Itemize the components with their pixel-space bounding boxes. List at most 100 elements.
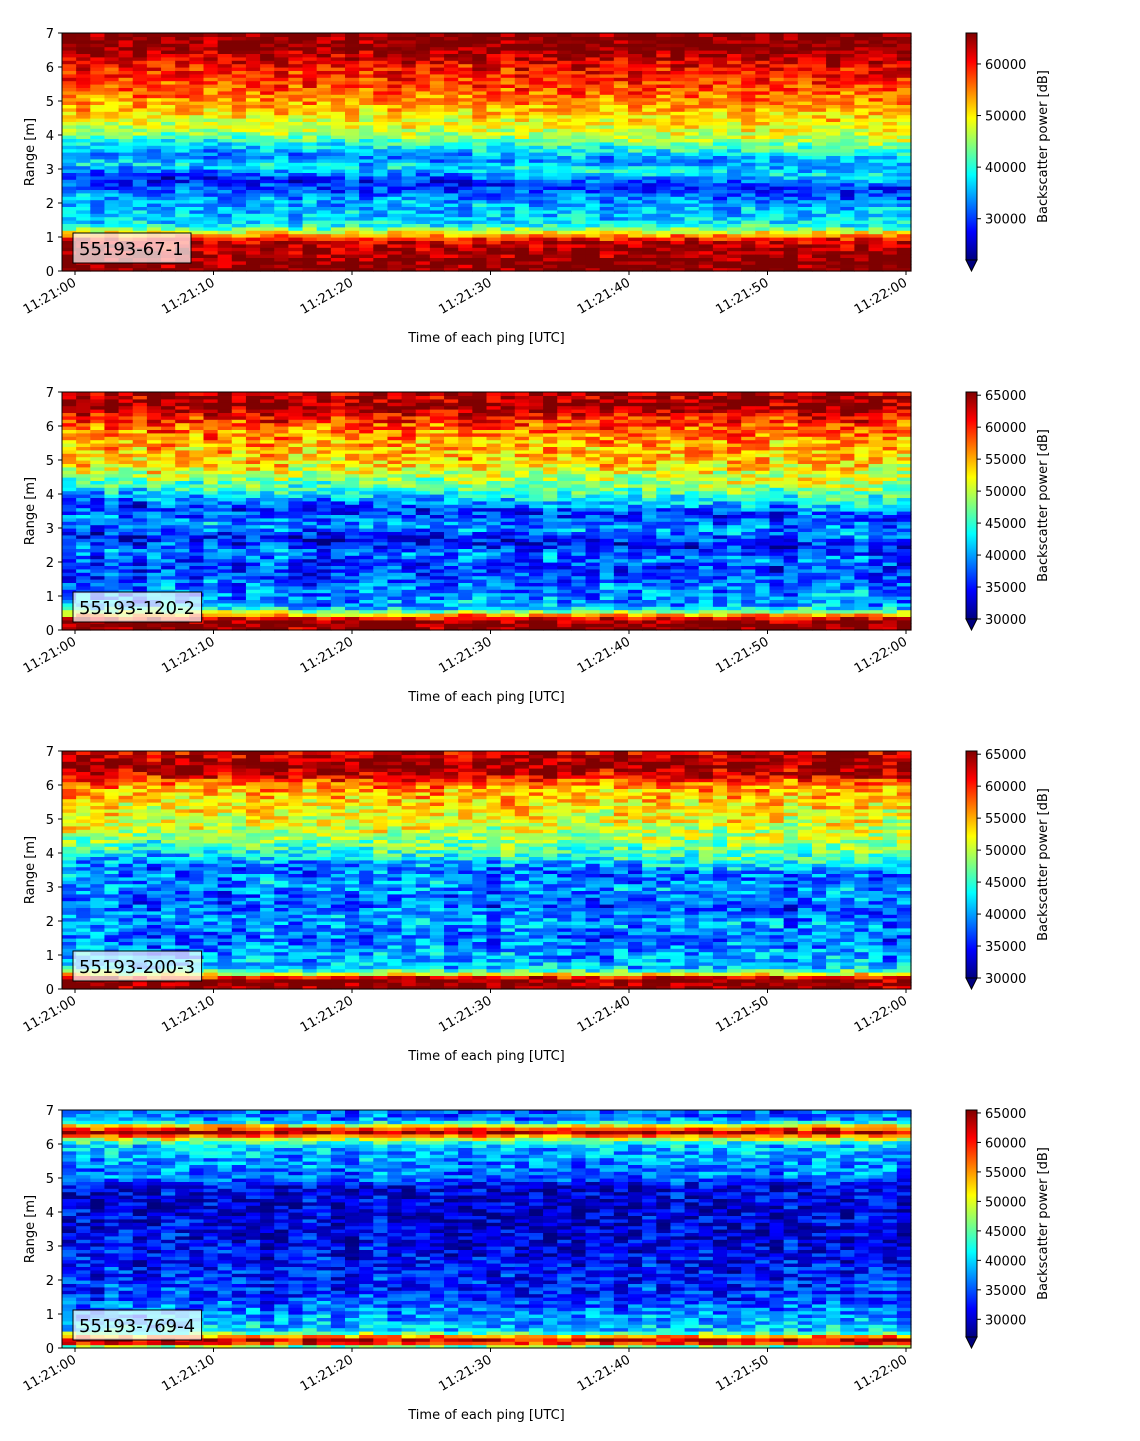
heatmap-cell — [770, 33, 785, 37]
heatmap-cell — [812, 264, 827, 268]
heatmap-cell — [444, 264, 459, 268]
heatmap-cell — [246, 149, 261, 153]
heatmap-cell — [119, 142, 134, 146]
heatmap-cell — [76, 159, 91, 163]
heatmap-cell — [586, 33, 601, 37]
heatmap-cell — [543, 183, 558, 187]
heatmap-cell — [543, 217, 558, 221]
heatmap-cell — [430, 142, 445, 146]
heatmap-cell — [331, 159, 346, 163]
heatmap-cell — [685, 210, 700, 214]
heatmap-cell — [274, 33, 289, 37]
heatmap-cell — [628, 200, 643, 204]
heatmap-cell — [430, 183, 445, 187]
heatmap-cell — [840, 244, 855, 248]
heatmap-cell — [501, 193, 516, 197]
heatmap-cell — [430, 210, 445, 214]
heatmap-cell — [656, 176, 671, 180]
heatmap-cell — [529, 227, 544, 231]
heatmap-cell — [204, 227, 219, 231]
heatmap-cell — [232, 217, 247, 221]
heatmap-cell — [161, 159, 176, 163]
heatmap-cell — [798, 33, 813, 37]
heatmap-cell — [331, 33, 346, 37]
heatmap-cell — [515, 227, 530, 231]
heatmap-cell — [232, 244, 247, 248]
heatmap-cell — [798, 227, 813, 231]
heatmap-cell — [840, 264, 855, 268]
heatmap-cell — [133, 159, 148, 163]
heatmap-cell — [571, 166, 586, 170]
heatmap-cell — [501, 149, 516, 153]
heatmap-cell — [642, 200, 657, 204]
heatmap-cell — [628, 193, 643, 197]
heatmap-cell — [119, 402, 134, 406]
heatmap-cell — [741, 33, 756, 37]
heatmap-cell — [472, 149, 487, 153]
heatmap-cell — [246, 176, 261, 180]
heatmap-cell — [232, 142, 247, 146]
heatmap-cell — [699, 142, 714, 146]
heatmap-cell — [331, 166, 346, 170]
heatmap-cell — [317, 227, 332, 231]
heatmap-cell — [90, 217, 105, 221]
heatmap-cell — [600, 210, 615, 214]
heatmap-cell — [812, 200, 827, 204]
y-tick-label: 3 — [46, 163, 54, 178]
heatmap-cell — [883, 217, 898, 221]
heatmap-cell — [232, 264, 247, 268]
heatmap-cell — [345, 193, 360, 197]
heatmap-cell — [798, 244, 813, 248]
heatmap-cell — [501, 251, 516, 255]
heatmap-cell — [458, 159, 473, 163]
heatmap-cell — [755, 200, 770, 204]
heatmap-cell — [147, 200, 162, 204]
heatmap-cell — [90, 33, 105, 37]
heatmap-cell — [784, 183, 799, 187]
heatmap-cell — [416, 193, 431, 197]
heatmap-cell — [359, 149, 374, 153]
heatmap-cell — [76, 504, 91, 508]
heatmap-cell — [883, 166, 898, 170]
heatmap-cell — [76, 176, 91, 180]
heatmap-cell — [133, 166, 148, 170]
heatmap-cell — [812, 183, 827, 187]
heatmap-cell — [161, 227, 176, 231]
heatmap-cell — [204, 132, 219, 136]
heatmap-cell — [161, 470, 176, 474]
heatmap-cell — [90, 264, 105, 268]
heatmap-cell — [133, 193, 148, 197]
heatmap-cell — [897, 33, 912, 37]
heatmap-cell — [741, 142, 756, 146]
heatmap-cell — [713, 251, 728, 255]
heatmap-cell — [642, 176, 657, 180]
heatmap-cell — [642, 264, 657, 268]
heatmap-cell — [430, 244, 445, 248]
heatmap-cell — [430, 251, 445, 255]
heatmap-cell — [685, 234, 700, 238]
heatmap-cell — [755, 132, 770, 136]
heatmap-cell — [175, 183, 190, 187]
heatmap-cell — [246, 244, 261, 248]
heatmap-cell — [444, 183, 459, 187]
heatmap-cell — [402, 183, 417, 187]
heatmap-cell — [430, 217, 445, 221]
heatmap-cell — [260, 217, 275, 221]
heatmap-cell — [402, 200, 417, 204]
heatmap-cell — [543, 244, 558, 248]
heatmap-cell — [642, 166, 657, 170]
heatmap-cell — [529, 149, 544, 153]
heatmap-cell — [515, 244, 530, 248]
heatmap-cell — [685, 217, 700, 221]
heatmap-cell — [869, 132, 884, 136]
heatmap-cell — [133, 264, 148, 268]
heatmap-cell — [586, 227, 601, 231]
heatmap-cell — [826, 193, 841, 197]
heatmap-cell — [133, 470, 148, 474]
heatmap-cell — [770, 132, 785, 136]
heatmap-cell — [161, 487, 176, 491]
heatmap-cell — [232, 183, 247, 187]
heatmap-cell — [430, 132, 445, 136]
heatmap-cell — [204, 166, 219, 170]
heatmap-cell — [303, 176, 318, 180]
